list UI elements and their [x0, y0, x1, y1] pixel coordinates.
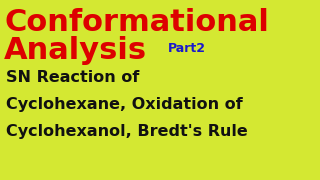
Text: Cyclohexanol, Bredt's Rule: Cyclohexanol, Bredt's Rule [6, 124, 248, 139]
Text: Part2: Part2 [168, 42, 206, 55]
Text: SN Reaction of: SN Reaction of [6, 70, 140, 85]
Text: Analysis: Analysis [4, 36, 147, 65]
Text: Conformational: Conformational [4, 8, 269, 37]
Text: Cyclohexane, Oxidation of: Cyclohexane, Oxidation of [6, 97, 243, 112]
